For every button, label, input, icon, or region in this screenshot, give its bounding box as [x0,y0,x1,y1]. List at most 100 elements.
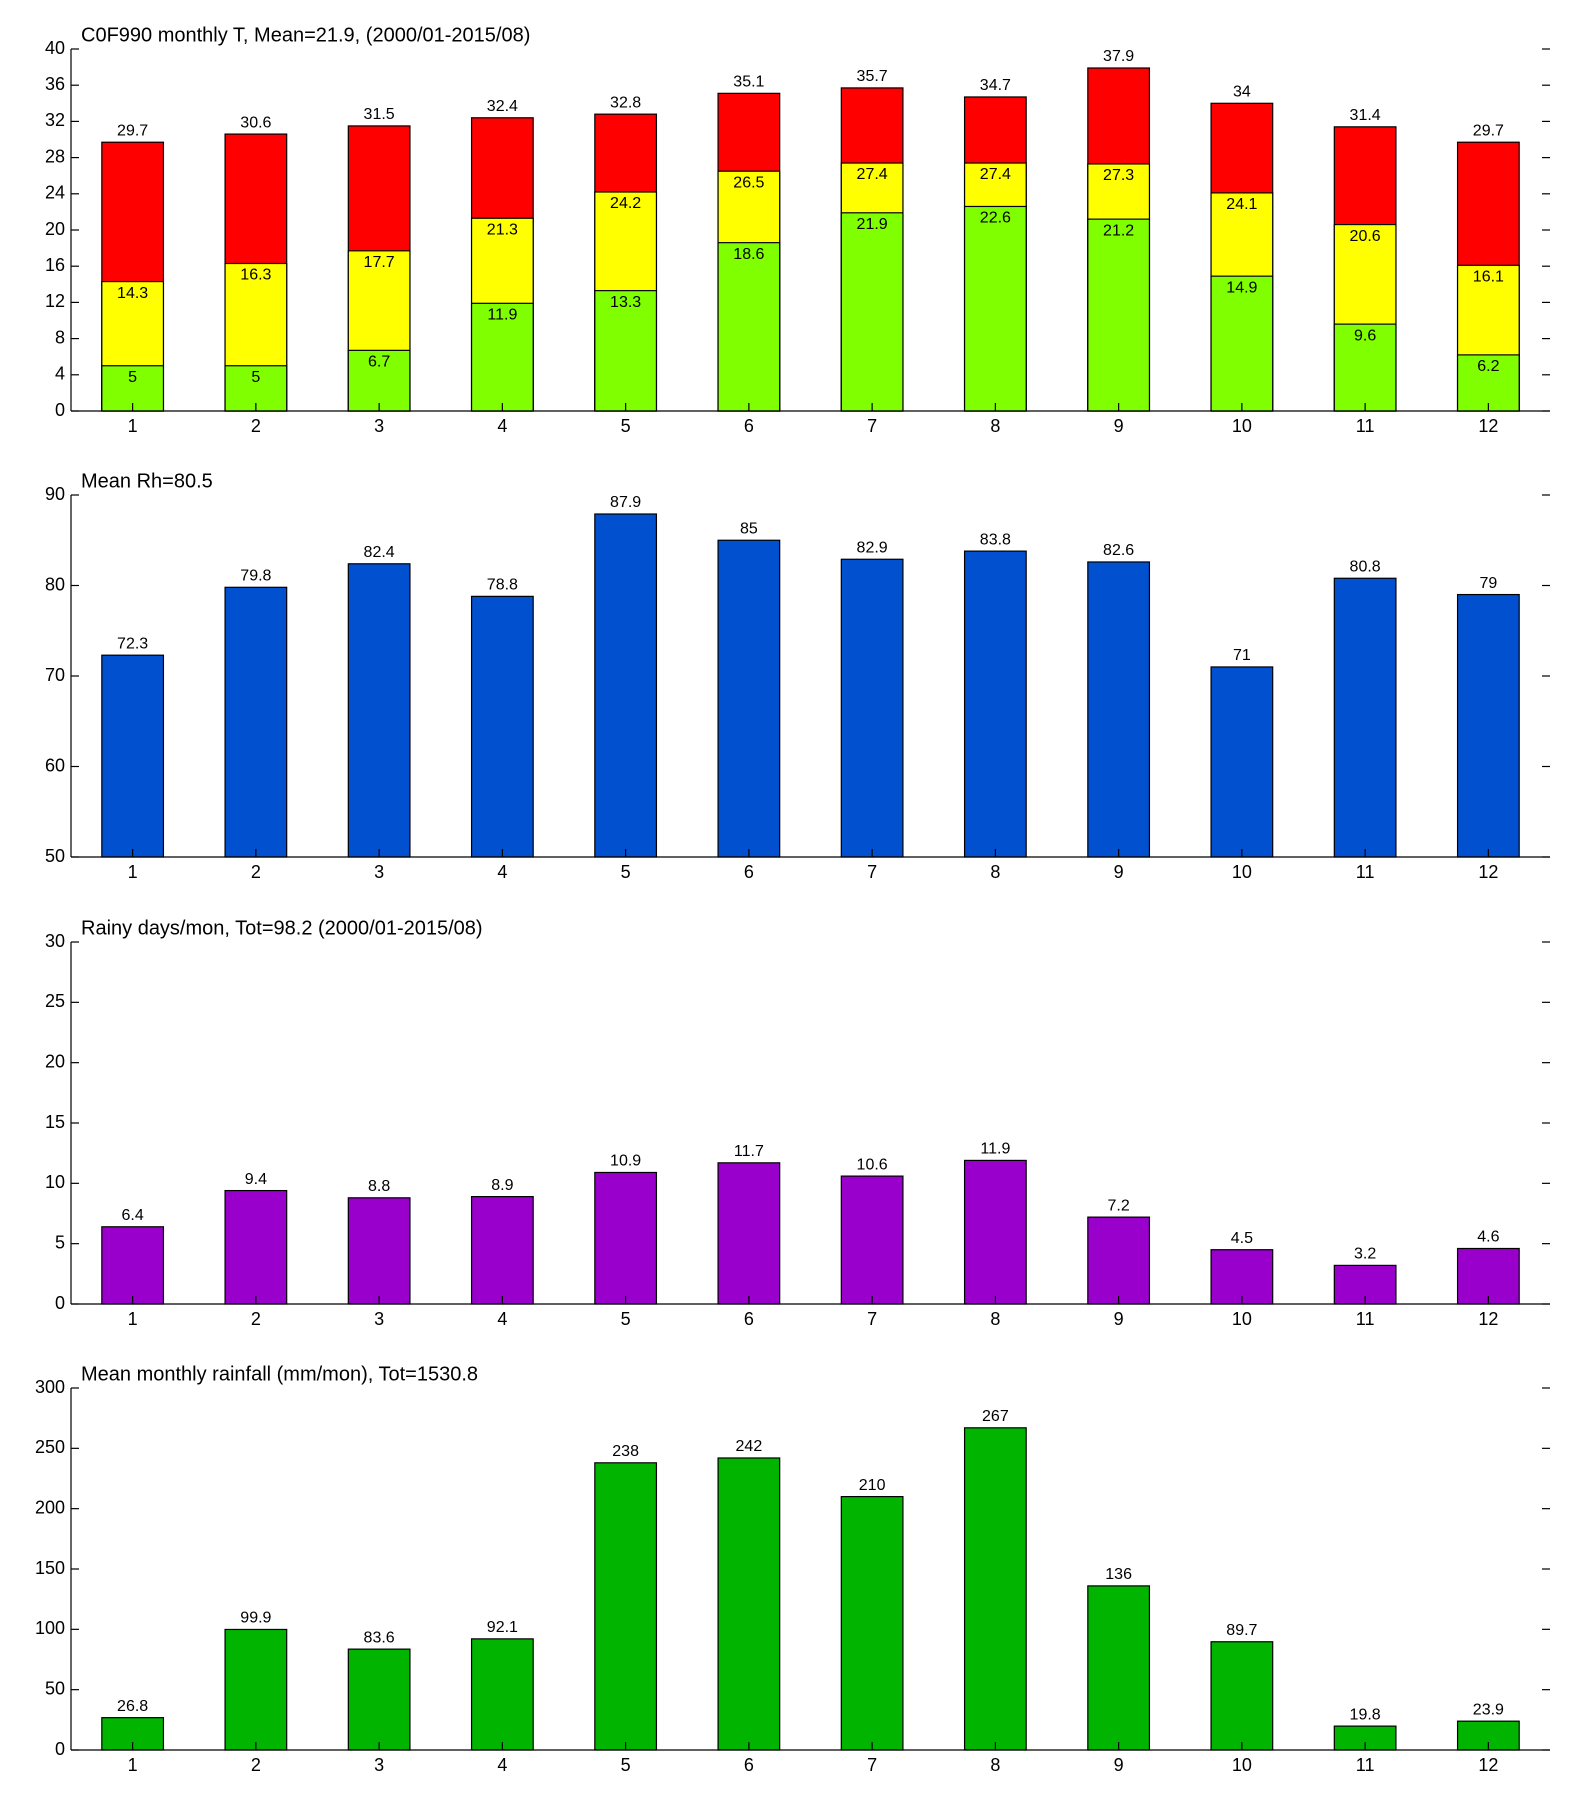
x-tick-label: 4 [497,1755,507,1775]
value-label: 99.9 [240,1610,271,1627]
value-label: 11.7 [734,1143,764,1160]
x-tick-label: 5 [621,862,631,882]
value-label: 34 [1233,84,1251,101]
y-tick-label: 24 [45,183,65,203]
value-label: 31.4 [1350,107,1381,124]
value-label: 9.6 [1354,327,1376,344]
x-tick-label: 6 [744,416,754,436]
bar [347,1648,411,1751]
value-label: 82.6 [1103,542,1134,559]
bar [101,654,165,858]
bar [1087,1216,1151,1305]
value-label: 136 [1105,1566,1132,1583]
x-tick-label: 12 [1478,862,1498,882]
x-tick-label: 4 [497,1309,507,1329]
x-tick-label: 12 [1478,1309,1498,1329]
x-tick-label: 9 [1114,1309,1124,1329]
x-tick-label: 1 [128,862,138,882]
value-label: 78.8 [487,577,518,594]
value-label: 82.9 [857,539,888,556]
x-tick-label: 3 [374,1755,384,1775]
y-tick-label: 150 [35,1558,65,1578]
value-label: 87.9 [610,494,641,511]
x-tick-label: 12 [1478,1755,1498,1775]
y-tick-label: 32 [45,110,65,130]
value-label: 26.5 [733,174,764,191]
y-tick-label: 90 [45,484,65,504]
value-label: 32.4 [487,98,518,115]
value-label: 16.1 [1473,269,1504,286]
value-label: 22.6 [980,210,1011,227]
y-tick-label: 0 [55,400,65,420]
y-tick-label: 25 [45,991,65,1011]
bar [594,1171,658,1305]
x-tick-label: 11 [1356,416,1375,436]
value-label: 11.9 [487,307,517,324]
bar [347,563,411,858]
x-tick-label: 10 [1232,1309,1252,1329]
value-label: 72.3 [117,635,148,652]
bar [347,349,411,412]
bar [840,212,904,412]
bar [717,539,781,858]
value-label: 27.4 [857,166,888,183]
x-tick-label: 10 [1232,416,1252,436]
value-label: 6.7 [368,354,390,371]
x-tick-label: 1 [128,1755,138,1775]
value-label: 210 [859,1477,886,1494]
x-tick-label: 8 [990,1755,1000,1775]
bar [1210,1641,1274,1751]
bar [594,513,658,858]
x-tick-label: 12 [1478,416,1498,436]
value-label: 20.6 [1350,228,1381,245]
value-label: 6.2 [1477,358,1499,375]
x-tick-label: 3 [374,1309,384,1329]
value-label: 89.7 [1226,1622,1257,1639]
bar [1210,666,1274,858]
y-tick-label: 40 [45,38,65,58]
value-label: 11.9 [980,1141,1010,1158]
value-label: 5 [251,369,260,386]
y-tick-label: 70 [45,665,65,685]
x-tick-label: 7 [867,416,877,436]
x-tick-label: 2 [251,1309,261,1329]
y-tick-label: 5 [55,1232,65,1252]
chart-title: Mean monthly rainfall (mm/mon), Tot=1530… [81,1363,478,1385]
bar [101,1226,165,1305]
value-label: 267 [982,1408,1009,1425]
bar [963,1159,1027,1305]
value-label: 18.6 [733,246,764,263]
bar [1456,593,1520,858]
bar [717,1457,781,1751]
value-label: 16.3 [240,267,271,284]
bar [1333,577,1397,858]
bar [1087,1585,1151,1751]
y-tick-label: 60 [45,755,65,775]
value-label: 4.5 [1231,1230,1253,1247]
bar [224,1628,288,1751]
x-tick-label: 2 [251,416,261,436]
x-tick-label: 5 [621,1309,631,1329]
value-label: 85 [740,520,758,537]
value-label: 21.9 [857,216,888,233]
value-label: 14.9 [1226,279,1257,296]
x-tick-label: 8 [990,1309,1000,1329]
bar [224,586,288,858]
value-label: 29.7 [1473,122,1504,139]
bar [1456,1247,1520,1305]
chart-title: Mean Rh=80.5 [81,470,213,492]
value-label: 32.8 [610,94,641,111]
value-label: 23.9 [1473,1701,1504,1718]
x-tick-label: 3 [374,862,384,882]
x-tick-label: 8 [990,416,1000,436]
value-label: 19.8 [1350,1706,1381,1723]
value-label: 35.1 [733,74,764,91]
value-label: 3.2 [1354,1246,1376,1263]
value-label: 27.3 [1103,167,1134,184]
y-tick-label: 50 [45,846,65,866]
value-label: 7.2 [1108,1197,1130,1214]
y-tick-label: 0 [55,1739,65,1759]
x-tick-label: 2 [251,1755,261,1775]
x-tick-label: 11 [1356,1309,1375,1329]
value-label: 13.3 [610,294,641,311]
